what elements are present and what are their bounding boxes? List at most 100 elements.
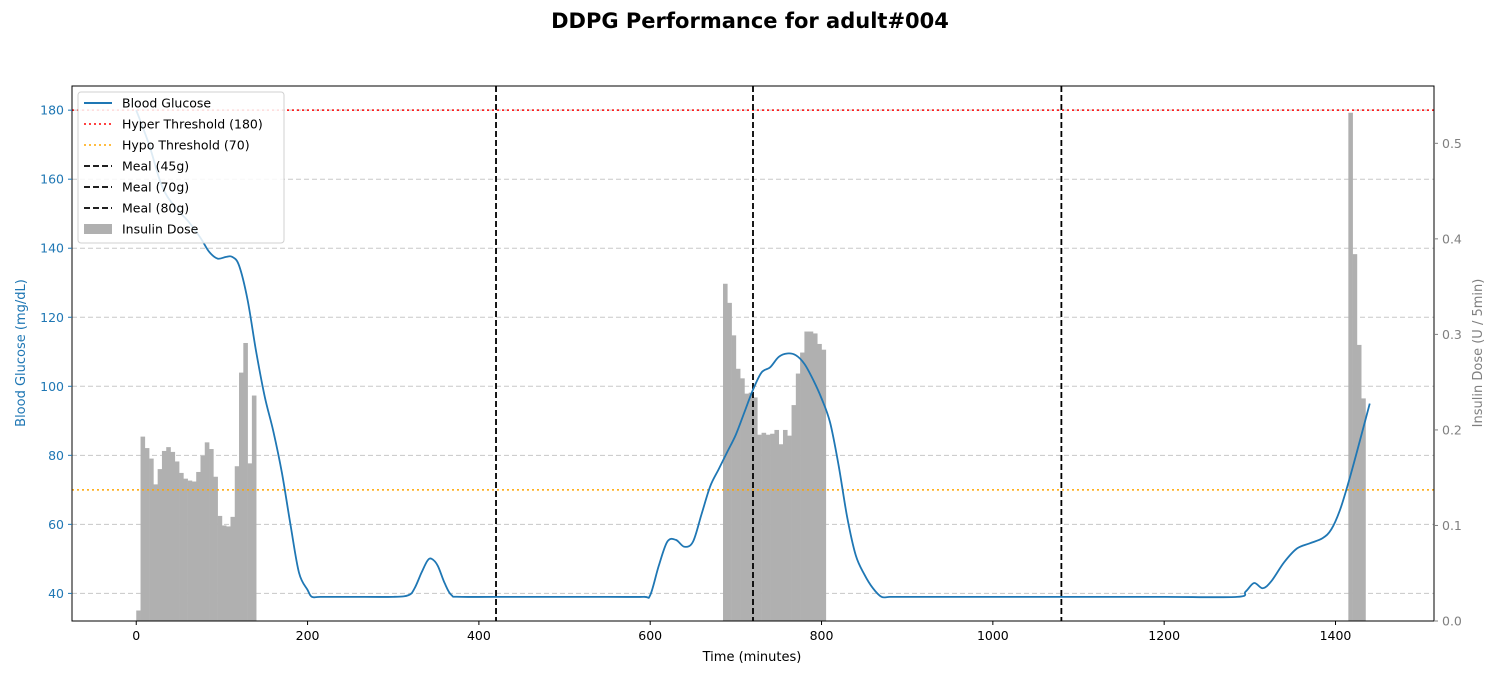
- y-tick-label: 180: [40, 103, 64, 118]
- insulin-bar: [765, 434, 771, 621]
- legend-item: Meal (45g): [84, 159, 189, 174]
- y2-axis-label: Insulin Dose (U / 5min): [1471, 279, 1486, 428]
- legend-label: Hypo Threshold (70): [122, 138, 250, 153]
- legend-swatch: [84, 224, 112, 234]
- legend-item: Meal (80g): [84, 201, 189, 216]
- insulin-bar: [744, 393, 750, 621]
- x-axis-label: Time (minutes): [702, 650, 802, 665]
- insulin-bar: [221, 525, 227, 621]
- y2-tick-label: 0.2: [1442, 422, 1462, 437]
- insulin-bar: [191, 481, 197, 621]
- y2-tick-label: 0.5: [1442, 136, 1462, 151]
- y-axis-label: Blood Glucose (mg/dL): [14, 279, 29, 427]
- insulin-bar: [183, 478, 188, 621]
- y2-tick-label: 0.4: [1442, 231, 1462, 246]
- insulin-bar: [144, 448, 150, 621]
- plot-frame: [71, 85, 1435, 622]
- legend-label: Blood Glucose: [122, 96, 211, 111]
- insulin-bar: [251, 395, 257, 621]
- meal-lines: [495, 86, 1063, 621]
- legend: Blood Glucose Hyper Threshold (180) Hypo T…: [77, 91, 285, 244]
- insulin-bar: [226, 526, 231, 621]
- insulin-bar: [761, 432, 767, 621]
- legend-label: Meal (80g): [122, 201, 189, 216]
- insulin-bar: [1348, 112, 1353, 621]
- insulin-bar: [153, 484, 158, 621]
- y-tick-label: 80: [48, 448, 64, 463]
- legend-label: Hyper Threshold (180): [122, 117, 263, 132]
- insulin-bar: [179, 472, 184, 621]
- insulin-bar: [209, 449, 214, 621]
- insulin-bar: [791, 405, 797, 621]
- insulin-bar: [817, 343, 822, 621]
- insulin-bar: [149, 458, 154, 621]
- insulin-bar: [204, 442, 210, 621]
- insulin-bar: [1352, 254, 1358, 621]
- insulin-bar: [804, 331, 809, 621]
- insulin-bar: [234, 466, 240, 621]
- insulin-bar: [821, 349, 827, 621]
- insulin-bar: [136, 610, 141, 621]
- y2-tick-label: 0.1: [1442, 518, 1462, 533]
- insulin-bar: [800, 352, 805, 621]
- insulin-bar: [140, 436, 146, 621]
- legend-item: Hyper Threshold (180): [84, 117, 263, 132]
- insulin-bar: [740, 378, 745, 621]
- x-tick-label: 600: [638, 628, 662, 643]
- insulin-bar: [166, 447, 171, 621]
- insulin-bar: [239, 372, 244, 621]
- axes: 0 200 400 600 800 1000 1200 1400 40 60 80 100 120 140…: [40, 85, 1462, 643]
- insulin-bar: [748, 392, 754, 621]
- insulin-bar: [731, 335, 737, 621]
- x-tick-label: 800: [810, 628, 834, 643]
- legend-item: Insulin Dose: [84, 222, 199, 237]
- threshold-lines: [72, 109, 1434, 491]
- insulin-bar: [795, 373, 801, 621]
- y-tick-label: 100: [40, 379, 64, 394]
- y2-tick-label: 0.3: [1442, 327, 1462, 342]
- insulin-bar: [774, 429, 779, 621]
- insulin-bar: [217, 515, 223, 621]
- insulin-bar: [778, 444, 784, 621]
- insulin-bar: [174, 461, 180, 621]
- y-tick-label: 40: [48, 586, 64, 601]
- insulin-bar: [727, 302, 732, 621]
- y2-tick-label: 0.0: [1442, 614, 1462, 629]
- x-tick-label: 1000: [977, 628, 1009, 643]
- insulin-bar: [723, 283, 728, 621]
- y-tick-label: 120: [40, 310, 64, 325]
- insulin-bar: [770, 433, 775, 621]
- insulin-bar: [787, 435, 792, 621]
- x-tick-label: 1400: [1320, 628, 1352, 643]
- insulin-bar: [757, 434, 762, 621]
- insulin-bar: [1361, 398, 1366, 621]
- y-tick-label: 140: [40, 241, 64, 256]
- insulin-bars: [136, 112, 1366, 621]
- legend-item: Blood Glucose: [84, 96, 211, 111]
- x-tick-label: 0: [132, 628, 140, 643]
- x-tick-label: 400: [467, 628, 491, 643]
- insulin-bar: [187, 480, 193, 621]
- legend-item: Hypo Threshold (70): [84, 138, 250, 153]
- legend-box: [77, 91, 285, 244]
- legend-item: Meal (70g): [84, 180, 189, 195]
- legend-label: Meal (70g): [122, 180, 189, 195]
- insulin-bar: [753, 397, 758, 621]
- insulin-bar: [782, 429, 788, 621]
- glucose-line: [135, 109, 1371, 599]
- insulin-bar: [161, 450, 167, 621]
- insulin-bar: [196, 471, 201, 621]
- insulin-bar: [170, 451, 176, 621]
- insulin-bar: [213, 476, 218, 621]
- y-tick-label: 60: [48, 517, 64, 532]
- insulin-bar: [735, 368, 741, 621]
- y-tick-label: 160: [40, 172, 64, 187]
- insulin-bar: [200, 455, 206, 621]
- legend-label: Insulin Dose: [122, 222, 199, 237]
- x-tick-label: 200: [296, 628, 320, 643]
- glucose-series: [135, 109, 1371, 599]
- insulin-bar: [1356, 344, 1362, 621]
- x-tick-label: 1200: [1148, 628, 1180, 643]
